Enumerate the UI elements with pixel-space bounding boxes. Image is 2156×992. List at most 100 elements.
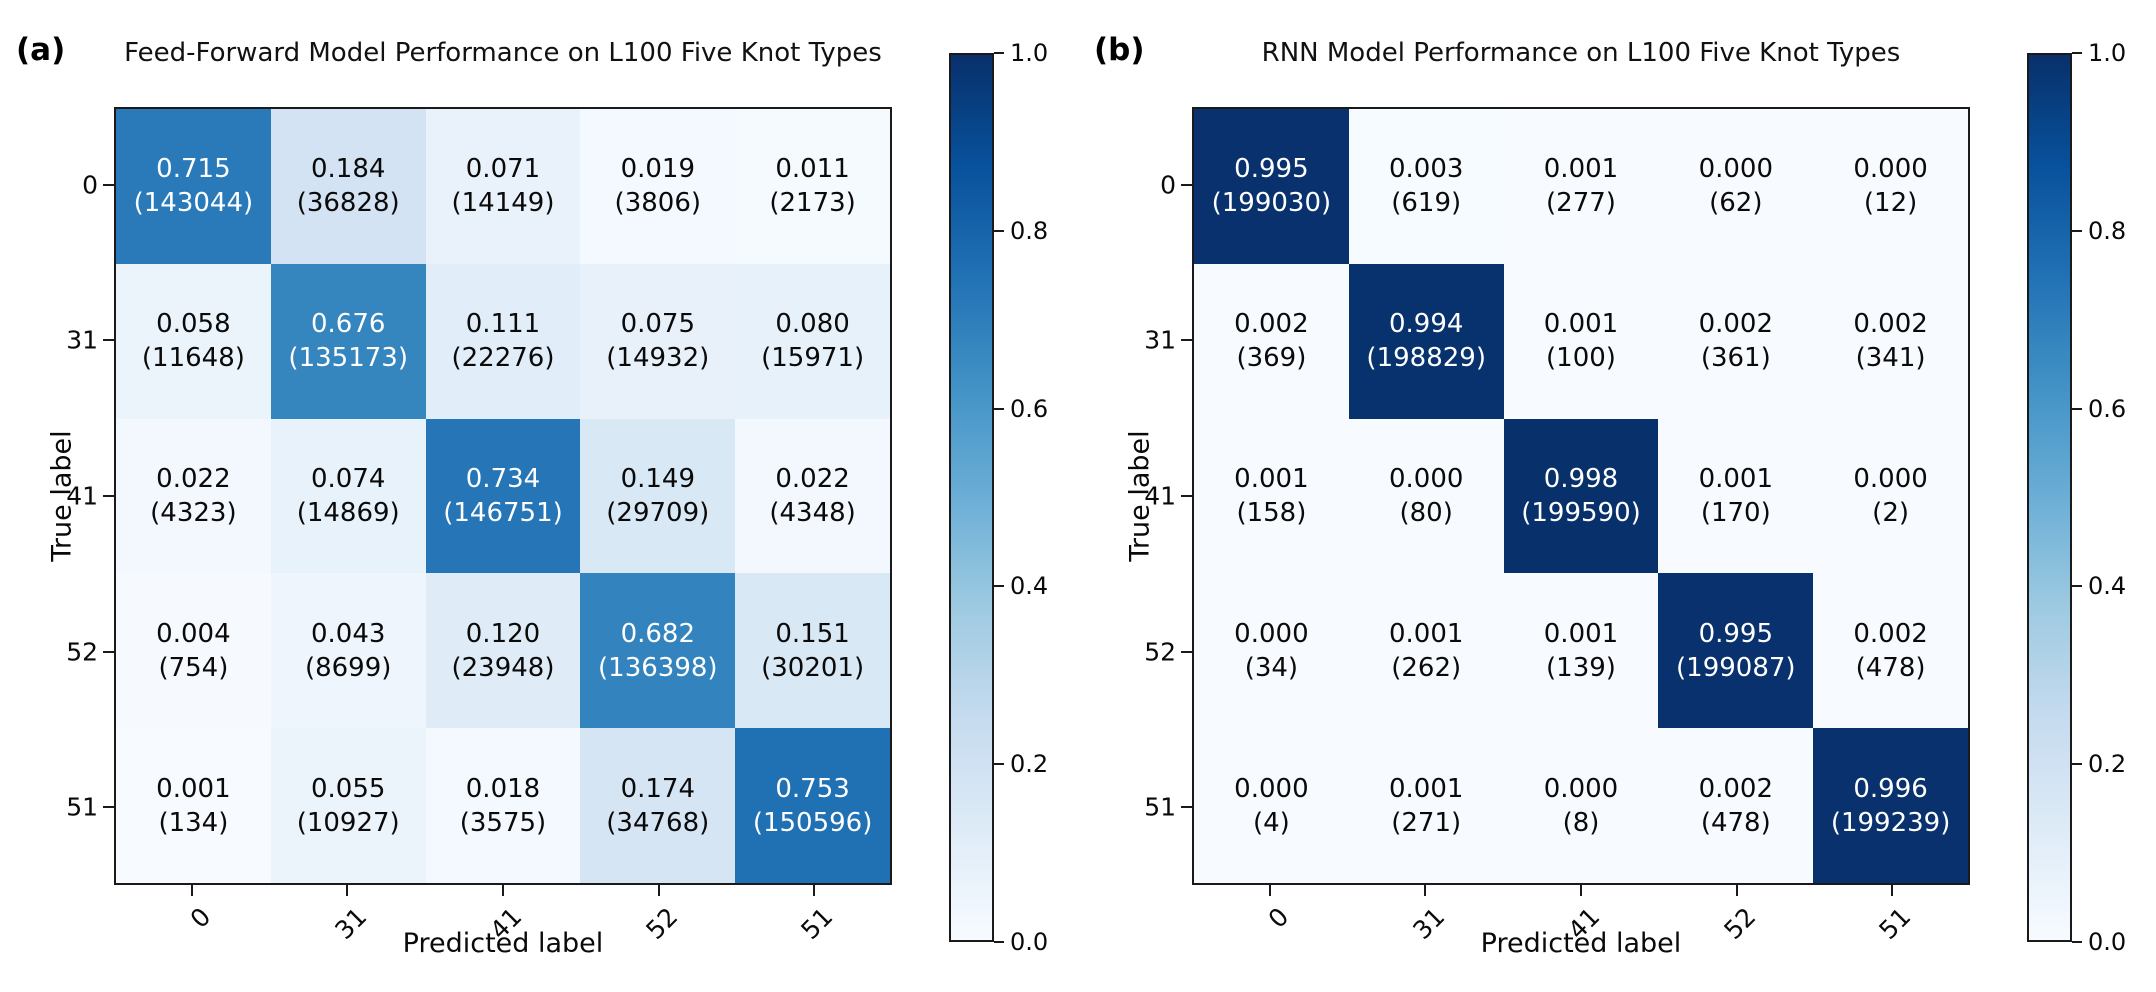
x-tick-mark bbox=[1268, 885, 1271, 896]
x-tick-mark bbox=[1891, 885, 1894, 896]
matrix-cell: 0.120 (23948) bbox=[425, 573, 581, 729]
x-axis-label: Predicted label bbox=[402, 928, 604, 959]
cell-value: 0.001 bbox=[1388, 618, 1464, 649]
cell-value: 0.002 bbox=[1698, 773, 1773, 804]
cell-value: 0.002 bbox=[1853, 618, 1928, 649]
colorbar bbox=[2027, 53, 2072, 942]
cell-value: 0.676 bbox=[310, 309, 386, 340]
matrix-cell: 0.074 (14869) bbox=[270, 418, 426, 574]
cell-value: 0.000 bbox=[1234, 773, 1309, 804]
matrix-cell: 0.001 (139) bbox=[1503, 573, 1659, 729]
colorbar-tick-label: 0.4 bbox=[2088, 572, 2127, 601]
colorbar-tick-label: 0.6 bbox=[2088, 394, 2127, 423]
cell-value: 0.071 bbox=[465, 154, 541, 185]
cell-count: (619) bbox=[1391, 188, 1462, 219]
cell-count: (199239) bbox=[1830, 807, 1951, 838]
matrix-cell: 0.753 (150596) bbox=[735, 728, 890, 883]
y-tick-mark bbox=[103, 339, 114, 342]
matrix-cell: 0.043 (8699) bbox=[270, 573, 426, 729]
matrix-cell: 0.000 (62) bbox=[1658, 109, 1814, 264]
matrix-cell: 0.995 (199030) bbox=[1194, 109, 1349, 264]
x-tick-mark bbox=[502, 885, 504, 896]
cell-count: (15971) bbox=[761, 343, 865, 374]
colorbar-tick-mark bbox=[2072, 52, 2082, 54]
cell-count: (34) bbox=[1244, 652, 1299, 683]
cell-count: (199590) bbox=[1521, 497, 1641, 528]
matrix-cell: 0.994 (198829) bbox=[1348, 263, 1504, 419]
matrix-cell: 0.055 (10927) bbox=[270, 728, 426, 883]
cell-count: (4323) bbox=[150, 497, 237, 528]
cell-count: (134) bbox=[158, 807, 229, 838]
y-tick-mark bbox=[103, 183, 114, 186]
matrix-cell: 0.019 (3806) bbox=[580, 109, 736, 264]
cell-value: 0.994 bbox=[1388, 309, 1464, 340]
matrix-cell: 0.998 (199590) bbox=[1503, 418, 1659, 574]
colorbar-tick-mark bbox=[2072, 941, 2082, 943]
colorbar-tick-mark bbox=[994, 52, 1004, 54]
cell-value: 0.151 bbox=[775, 618, 850, 649]
matrix-cell: 0.002 (478) bbox=[1658, 728, 1814, 883]
panel-feed-forward: (a) Feed-Forward Model Performance on L1… bbox=[16, 32, 1049, 959]
cell-count: (271) bbox=[1391, 807, 1462, 838]
cell-value: 0.001 bbox=[1543, 154, 1619, 185]
x-axis-label: Predicted label bbox=[1480, 928, 1682, 959]
cell-count: (62) bbox=[1709, 188, 1763, 219]
colorbar bbox=[949, 53, 994, 942]
matrix-cell: 0.174 (34768) bbox=[580, 728, 736, 883]
x-tick-mark bbox=[813, 885, 816, 896]
matrix-cell: 0.000 (34) bbox=[1194, 573, 1349, 729]
y-tick-label: 31 bbox=[1144, 325, 1176, 355]
panel-label: (a) bbox=[16, 32, 66, 68]
cell-count: (369) bbox=[1236, 343, 1307, 374]
matrix-cell: 0.001 (262) bbox=[1348, 573, 1504, 729]
cell-value: 0.055 bbox=[310, 773, 386, 804]
y-tick-label: 52 bbox=[66, 637, 98, 667]
cell-value: 0.998 bbox=[1543, 463, 1619, 494]
cell-value: 0.000 bbox=[1543, 773, 1619, 804]
cell-count: (478) bbox=[1855, 652, 1926, 683]
matrix-cell: 0.184 (36828) bbox=[270, 109, 426, 264]
colorbar-tick-label: 0.0 bbox=[2088, 928, 2127, 956]
confusion-matrix-grid: 0.715 (143044) 0.184 (36828) 0.071 (14149) 0.0… bbox=[114, 107, 892, 885]
x-tick-mark bbox=[1735, 885, 1738, 896]
cell-count: (12) bbox=[1863, 188, 1918, 219]
matrix-cell: 0.149 (29709) bbox=[580, 418, 736, 574]
matrix-cell: 0.018 (3575) bbox=[425, 728, 581, 883]
cell-count: (100) bbox=[1546, 343, 1616, 374]
cell-value: 0.682 bbox=[620, 618, 695, 649]
x-tick-mark bbox=[1424, 885, 1427, 896]
cell-count: (8) bbox=[1562, 807, 1600, 838]
x-tick-mark bbox=[190, 885, 193, 896]
cell-value: 0.080 bbox=[775, 309, 850, 340]
y-tick-mark bbox=[103, 650, 114, 653]
cell-count: (4348) bbox=[769, 497, 856, 528]
matrix-cell: 0.011 (2173) bbox=[735, 109, 890, 264]
cell-value: 0.120 bbox=[465, 618, 541, 649]
cell-value: 0.003 bbox=[1388, 154, 1464, 185]
cell-value: 0.011 bbox=[775, 154, 850, 185]
matrix-cell: 0.676 (135173) bbox=[270, 263, 426, 419]
cell-value: 0.000 bbox=[1853, 463, 1928, 494]
matrix-cell: 0.682 (136398) bbox=[580, 573, 736, 729]
colorbar-tick-label: 0.6 bbox=[1010, 394, 1049, 423]
cell-count: (14932) bbox=[606, 343, 710, 374]
colorbar-tick-mark bbox=[994, 763, 1004, 766]
cell-value: 0.002 bbox=[1853, 309, 1928, 340]
y-tick-mark bbox=[1181, 183, 1192, 186]
panel-label: (b) bbox=[1094, 32, 1145, 68]
colorbar-tick-label: 1.0 bbox=[2088, 39, 2127, 67]
matrix-cell: 0.001 (158) bbox=[1194, 418, 1349, 574]
x-tick-mark bbox=[1580, 885, 1582, 896]
matrix-cell: 0.002 (341) bbox=[1813, 263, 1968, 419]
y-tick-label: 52 bbox=[1144, 637, 1176, 667]
cell-value: 0.000 bbox=[1853, 154, 1928, 185]
colorbar-tick-label: 0.0 bbox=[1010, 928, 1049, 956]
cell-count: (361) bbox=[1700, 343, 1771, 374]
y-tick-mark bbox=[1181, 806, 1192, 809]
colorbar-tick-mark bbox=[2072, 407, 2082, 410]
cell-value: 0.001 bbox=[1388, 773, 1464, 804]
y-tick-mark bbox=[103, 495, 114, 497]
matrix-cell: 0.003 (619) bbox=[1348, 109, 1504, 264]
cell-value: 0.995 bbox=[1698, 618, 1773, 649]
cell-value: 0.019 bbox=[620, 154, 695, 185]
